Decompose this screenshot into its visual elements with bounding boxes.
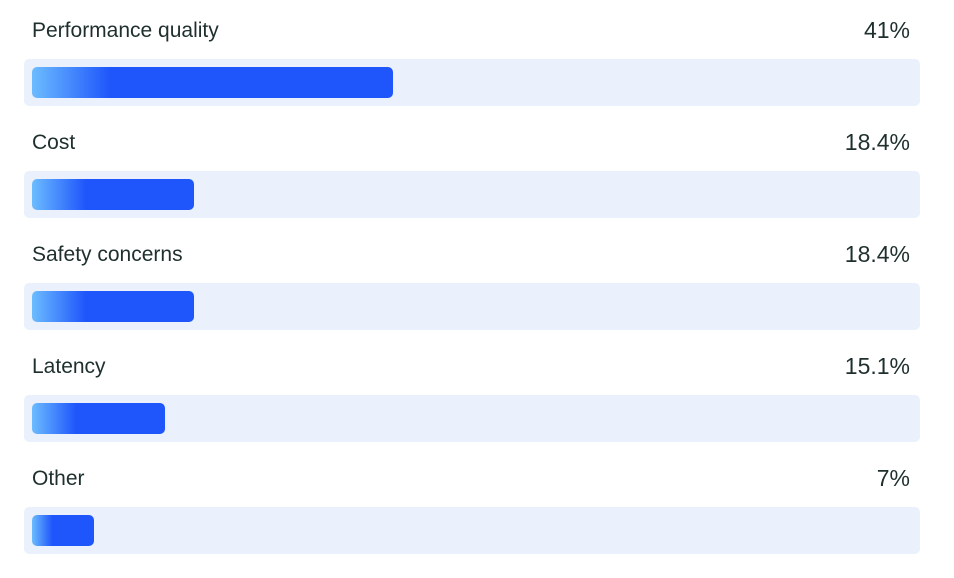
bar-fill	[32, 515, 94, 546]
value-label: 15.1%	[844, 353, 910, 379]
value-label: 18.4%	[844, 241, 910, 267]
bar-track	[24, 59, 920, 106]
category-label: Cost	[32, 131, 76, 154]
bar-track	[24, 283, 920, 330]
bar-row: Other 7%	[24, 448, 920, 560]
bar-row: Cost 18.4%	[24, 112, 920, 224]
bar-fill	[32, 67, 393, 98]
bar-track	[24, 171, 920, 218]
value-label: 41%	[863, 17, 910, 43]
bar-fill	[32, 291, 194, 322]
bar-track	[24, 507, 920, 554]
bar-row: Latency 15.1%	[24, 336, 920, 448]
category-label: Other	[32, 467, 85, 490]
category-label: Latency	[32, 355, 106, 378]
bar-row: Performance quality 41%	[24, 0, 920, 112]
bar-fill	[32, 403, 165, 434]
category-label: Safety concerns	[32, 243, 183, 266]
bar-track	[24, 395, 920, 442]
category-label: Performance quality	[32, 19, 219, 42]
bar-row: Safety concerns 18.4%	[24, 224, 920, 336]
value-label: 7%	[876, 465, 910, 491]
value-label: 18.4%	[844, 129, 910, 155]
bar-fill	[32, 179, 194, 210]
